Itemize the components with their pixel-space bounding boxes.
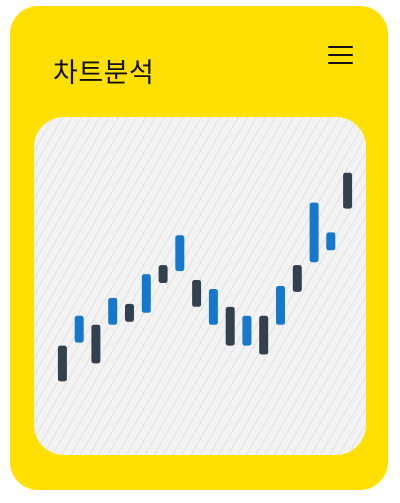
candle-down [58,346,67,382]
page-title: 차트분석 [53,60,154,87]
chart-panel [34,117,366,455]
candle-down [226,307,235,346]
candle-up [326,232,335,250]
candle-down [293,265,302,292]
candle-up [242,316,251,346]
app-card: 차트분석 [10,6,388,490]
menu-icon-bar [328,62,353,64]
candle-up [209,289,218,325]
candlestick-chart [34,117,366,455]
candle-down [343,173,352,209]
menu-icon-bar [328,46,353,48]
candle-up [310,203,319,263]
candle-up [276,286,285,325]
candle-up [175,235,184,271]
candle-down [192,280,201,307]
candle-up [142,274,151,313]
candle-up [75,316,84,343]
menu-icon-bar [328,54,353,56]
candle-up [108,298,117,325]
candle-down [259,316,268,355]
menu-button[interactable] [326,43,354,69]
candle-down [91,325,100,364]
candle-down [125,304,134,322]
candle-down [159,265,168,283]
